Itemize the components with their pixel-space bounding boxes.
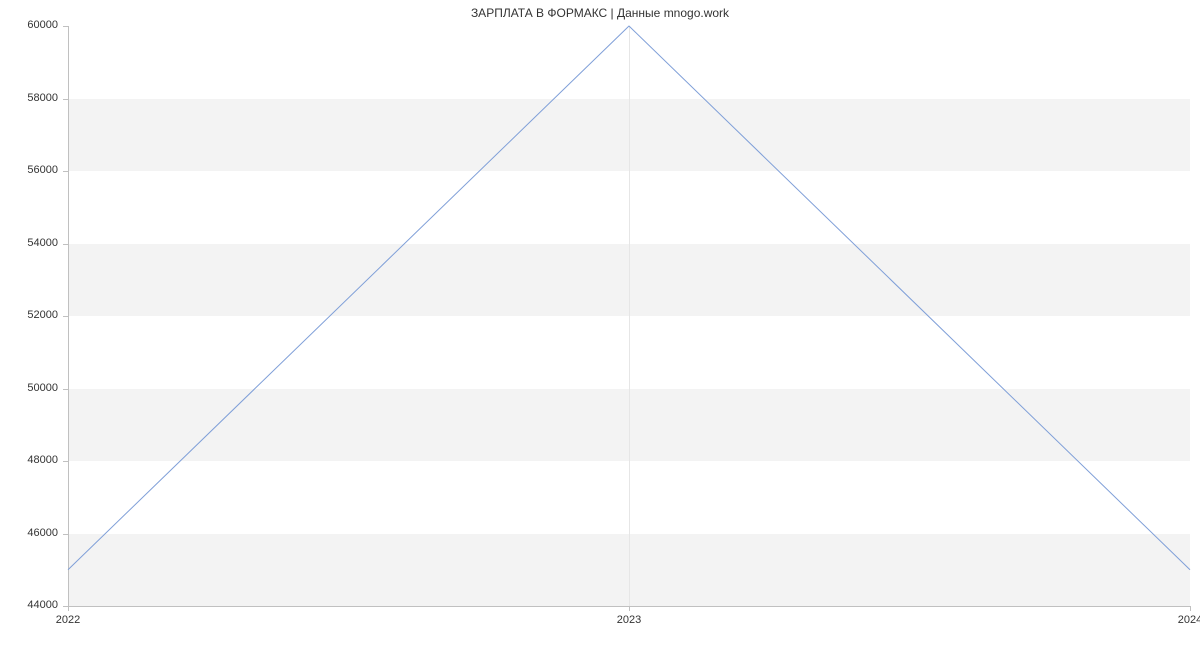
y-tick-label: 60000 bbox=[18, 19, 58, 31]
x-axis-line bbox=[68, 606, 1190, 607]
x-tick-mark bbox=[1190, 606, 1191, 611]
y-tick-label: 48000 bbox=[18, 454, 58, 466]
series-layer bbox=[68, 26, 1190, 606]
y-tick-label: 56000 bbox=[18, 164, 58, 176]
x-tick-label: 2024 bbox=[1150, 614, 1200, 626]
y-tick-label: 50000 bbox=[18, 382, 58, 394]
chart-title: ЗАРПЛАТА В ФОРМАКС | Данные mnogo.work bbox=[0, 6, 1200, 20]
y-tick-label: 44000 bbox=[18, 599, 58, 611]
y-tick-label: 54000 bbox=[18, 237, 58, 249]
series-line-salary bbox=[68, 26, 1190, 570]
salary-line-chart: ЗАРПЛАТА В ФОРМАКС | Данные mnogo.work 4… bbox=[0, 0, 1200, 650]
plot-area: 4400046000480005000052000540005600058000… bbox=[68, 26, 1190, 606]
y-tick-label: 52000 bbox=[18, 309, 58, 321]
y-tick-label: 46000 bbox=[18, 527, 58, 539]
y-tick-label: 58000 bbox=[18, 92, 58, 104]
x-tick-label: 2023 bbox=[589, 614, 669, 626]
x-tick-label: 2022 bbox=[28, 614, 108, 626]
